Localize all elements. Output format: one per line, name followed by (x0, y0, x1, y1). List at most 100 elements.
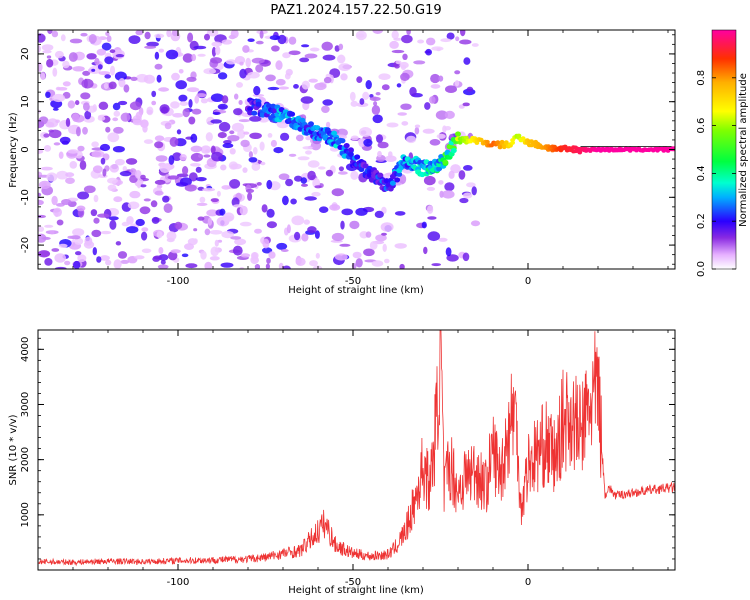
heatmap-cell (395, 60, 402, 65)
heatmap-cell (221, 231, 234, 239)
spectrogram-xtick-label: -50 (345, 276, 361, 287)
heatmap-cell (105, 31, 110, 36)
heatmap-cell (160, 259, 166, 265)
heatmap-cell (162, 195, 170, 203)
heatmap-cell (129, 190, 141, 199)
heatmap-ridge-cell (497, 145, 503, 150)
heatmap-cell (79, 160, 87, 171)
heatmap-cell (109, 65, 116, 76)
heatmap-cell (300, 96, 314, 104)
heatmap-cell (94, 57, 100, 66)
heatmap-cell (338, 43, 344, 50)
heatmap-cell (82, 126, 88, 135)
heatmap-cell (135, 111, 143, 120)
heatmap-cell (188, 99, 193, 108)
heatmap-cell (318, 166, 326, 170)
heatmap-cell (221, 185, 231, 190)
heatmap-cell (459, 197, 469, 204)
heatmap-cell (429, 96, 436, 104)
heatmap-cell (399, 174, 407, 185)
heatmap-cell (105, 126, 111, 133)
heatmap-cell (396, 83, 402, 88)
heatmap-cell (260, 161, 266, 166)
snr-xtick-label: 0 (525, 577, 531, 588)
heatmap-cell (119, 170, 132, 177)
snr-background (38, 330, 675, 570)
heatmap-cell (215, 46, 221, 56)
colorbar-tick-label: 0.2 (696, 213, 707, 229)
heatmap-cell (294, 175, 303, 182)
heatmap-cell (458, 170, 466, 180)
heatmap-ridge-cell (251, 110, 258, 116)
spectrogram-ytick-label: 10 (20, 95, 31, 108)
heatmap-ridge-cell (552, 144, 557, 149)
heatmap-cell (338, 171, 348, 175)
heatmap-cell (188, 116, 196, 125)
heatmap-cell (165, 49, 179, 60)
heatmap-cell (321, 105, 330, 114)
heatmap-cell (254, 264, 260, 269)
heatmap-cell (132, 119, 143, 126)
heatmap-cell (190, 163, 201, 167)
heatmap-cell (198, 154, 203, 158)
heatmap-cell (290, 198, 297, 205)
heatmap-cell (460, 30, 466, 37)
heatmap-cell (72, 66, 85, 72)
heatmap-cell (88, 34, 97, 44)
heatmap-cell (168, 251, 178, 261)
heatmap-cell (462, 102, 470, 107)
spectrogram-xlabel: Height of straight line (km) (288, 285, 424, 296)
heatmap-cell (112, 102, 121, 111)
heatmap-cell (92, 165, 103, 174)
heatmap-cell (322, 99, 334, 106)
colorbar-label: Normalized spectral amplitude (738, 73, 749, 227)
figure-title: PAZ1.2024.157.22.50.G19 (270, 3, 441, 18)
heatmap-cell (225, 59, 237, 65)
heatmap-cell (261, 204, 268, 213)
heatmap-cell (466, 86, 474, 92)
heatmap-cell (322, 54, 336, 61)
heatmap-cell (86, 53, 97, 60)
heatmap-cell (300, 177, 307, 184)
heatmap-cell (38, 44, 41, 53)
heatmap-ridge-cell (347, 147, 354, 153)
heatmap-cell (211, 151, 223, 162)
heatmap-cell (248, 157, 258, 163)
heatmap-cell (309, 260, 318, 267)
heatmap-cell (46, 58, 54, 68)
heatmap-cell (401, 34, 413, 44)
heatmap-cell (339, 243, 351, 247)
heatmap-cell (325, 169, 333, 177)
heatmap-cell (207, 217, 213, 226)
heatmap-cell (142, 125, 148, 133)
heatmap-cell (38, 116, 49, 125)
heatmap-cell (315, 252, 320, 259)
heatmap-cell (424, 102, 431, 110)
heatmap-cell (108, 81, 117, 90)
heatmap-cell (141, 248, 152, 254)
heatmap-cell (67, 235, 74, 239)
heatmap-ridge-cell (377, 172, 384, 178)
heatmap-cell (251, 57, 265, 64)
heatmap-cell (92, 247, 98, 256)
heatmap-cell (251, 162, 261, 171)
heatmap-cell (401, 121, 409, 126)
snr-xtick-label: -50 (345, 577, 361, 588)
heatmap-cell (463, 57, 471, 65)
heatmap-cell (402, 53, 408, 60)
heatmap-cell (435, 110, 448, 120)
heatmap-cell (311, 191, 321, 197)
heatmap-cell (229, 148, 236, 155)
heatmap-cell (164, 122, 172, 130)
heatmap-cell (462, 192, 473, 199)
heatmap-cell (359, 127, 372, 137)
heatmap-cell (115, 54, 125, 58)
heatmap-cell (350, 170, 359, 180)
heatmap-cell (76, 205, 86, 212)
heatmap-cell (230, 236, 242, 240)
heatmap-cell (240, 139, 250, 148)
heatmap-cell (55, 86, 61, 91)
heatmap-cell (233, 108, 243, 116)
heatmap-cell (67, 100, 76, 109)
heatmap-cell (153, 255, 163, 260)
